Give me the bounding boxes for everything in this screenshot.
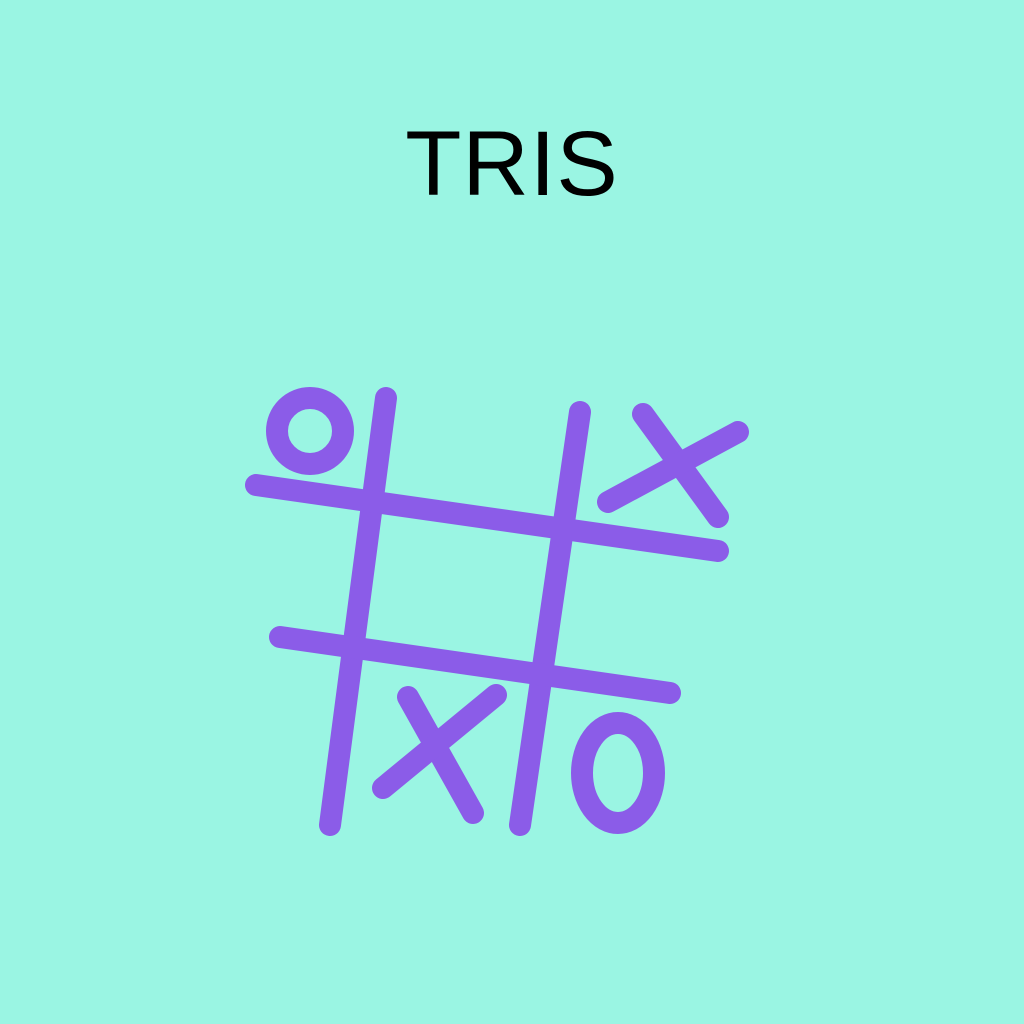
cell-bottom-right-o-mark — [571, 712, 665, 834]
x-mark-stroke — [397, 686, 484, 824]
cell-top-left-o-mark — [266, 387, 354, 475]
tic-tac-toe-grid — [245, 387, 729, 836]
cell-top-right-x-mark — [597, 403, 749, 528]
o-mark-icon — [571, 712, 665, 834]
grid-line-horizontal-bottom — [269, 626, 681, 704]
grid-line-horizontal-top — [245, 474, 729, 562]
o-mark-icon — [266, 387, 354, 475]
app-title: TRIS — [405, 113, 619, 215]
grid-line-vertical-left — [319, 387, 397, 836]
x-mark-stroke — [597, 421, 749, 513]
x-mark-stroke — [372, 684, 507, 799]
grid-line-vertical-right — [509, 401, 591, 836]
cell-bottom-center-x-mark — [372, 684, 507, 824]
